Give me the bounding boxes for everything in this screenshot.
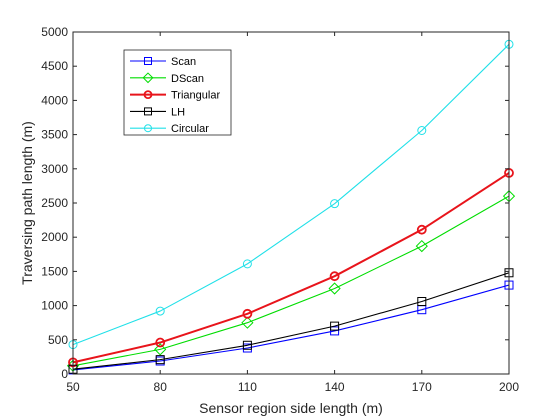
legend-label: Scan	[171, 56, 196, 68]
legend: Scan DScan Triangular LH Circular	[123, 49, 232, 136]
series-line	[72, 195, 510, 367]
data-point	[330, 321, 340, 331]
y-tick-label: 4500	[41, 59, 68, 73]
y-tick-label: 1500	[41, 264, 68, 278]
legend-marker	[142, 72, 154, 84]
y-tick-label: 3000	[41, 162, 68, 176]
y-tick-label: 1000	[41, 299, 68, 313]
data-point	[242, 259, 252, 269]
x-tick-label: 110	[238, 380, 257, 394]
legend-item: Triangular	[130, 90, 220, 102]
series-layer	[66, 39, 516, 375]
y-tick-label: 4000	[41, 93, 68, 107]
x-axis-label: Sensor region side length (m)	[199, 400, 383, 416]
x-tick-label: 50	[66, 380, 80, 394]
y-tick-label: 0	[61, 367, 68, 381]
x-ticks: 50 80 110 140 170 200	[66, 32, 519, 394]
y-tick-label: 500	[48, 333, 68, 347]
data-point	[242, 340, 252, 350]
legend-marker	[144, 107, 152, 116]
data-point	[241, 316, 254, 329]
series-line	[72, 172, 510, 364]
legend-box	[123, 49, 232, 136]
legend-marker	[144, 124, 152, 133]
data-point	[416, 224, 427, 235]
y-tick-label: 2500	[41, 196, 68, 210]
data-point	[155, 355, 165, 365]
legend-item: Circular	[130, 123, 209, 135]
y-ticks: 0 500 1000 1500 2000 2500 3000 3500 4000 4500 5000	[41, 25, 509, 381]
legend-marker	[144, 57, 152, 65]
x-tick-label: 80	[154, 380, 168, 394]
legend-label: Circular	[171, 123, 209, 135]
y-tick-label: 5000	[41, 25, 68, 39]
x-tick-label: 140	[325, 380, 345, 394]
data-point	[417, 125, 427, 135]
data-point	[328, 282, 341, 295]
data-point	[330, 199, 340, 209]
data-point	[329, 271, 340, 282]
data-point	[330, 326, 340, 336]
y-tick-label: 3500	[41, 128, 68, 142]
data-point	[242, 308, 253, 319]
series-triangular	[68, 168, 514, 368]
legend-label: DScan	[171, 73, 204, 85]
data-point	[155, 337, 166, 348]
y-axis-label: Traversing path length (m)	[19, 121, 35, 285]
x-tick-label: 200	[499, 380, 519, 394]
series-line	[72, 43, 510, 346]
series-line	[72, 284, 510, 371]
series-line	[72, 272, 510, 370]
legend-item: Scan	[130, 56, 196, 68]
data-point	[154, 343, 167, 356]
legend-label: Triangular	[171, 90, 220, 102]
legend-marker	[143, 90, 153, 99]
data-point	[417, 296, 427, 306]
y-tick-label: 2000	[41, 230, 68, 244]
data-point	[155, 306, 165, 316]
legend-item: DScan	[130, 72, 204, 85]
x-tick-label: 170	[412, 380, 432, 394]
legend-label: LH	[171, 106, 185, 118]
legend-item: LH	[130, 106, 185, 118]
data-point	[415, 239, 428, 253]
